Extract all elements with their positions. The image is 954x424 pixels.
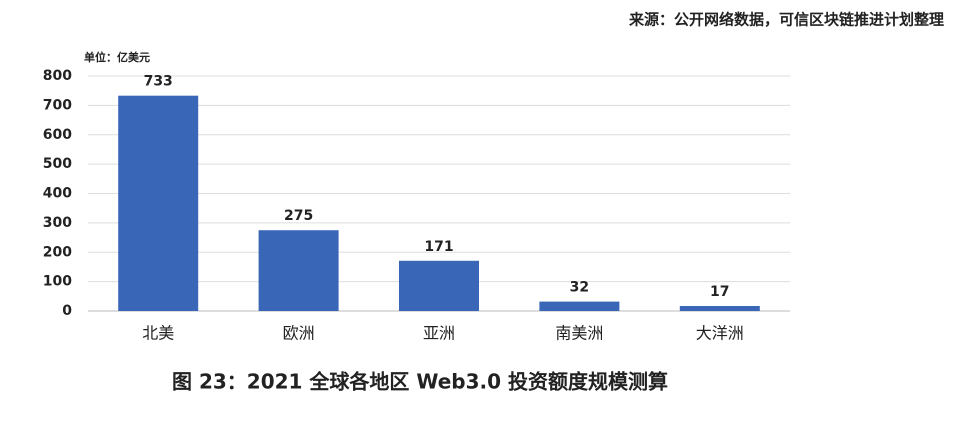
- bar: [118, 95, 199, 312]
- chart-title: 图 23：2021 全球各地区 Web3.0 投资额度规模测算: [172, 370, 668, 394]
- bar: [258, 230, 339, 311]
- y-tick-label: 700: [43, 97, 72, 113]
- y-tick-label: 500: [43, 156, 72, 172]
- value-label: 733: [144, 74, 173, 90]
- value-label: 275: [284, 208, 313, 224]
- value-label: 17: [710, 284, 729, 300]
- y-tick-label: 800: [43, 68, 72, 84]
- source-note: 来源：公开网络数据，可信区块链推进计划整理: [628, 11, 944, 29]
- y-tick-label: 400: [43, 186, 72, 202]
- x-tick-label: 欧洲: [283, 324, 315, 343]
- unit-label: 单位：亿美元: [84, 50, 150, 64]
- y-tick-label: 300: [43, 215, 72, 231]
- value-label: 171: [424, 239, 453, 255]
- y-tick-label: 0: [62, 303, 72, 319]
- y-tick-label: 200: [43, 244, 72, 260]
- x-tick-label: 大洋洲: [696, 324, 744, 343]
- bar: [399, 260, 479, 311]
- y-tick-label: 600: [43, 127, 72, 143]
- bar: [539, 301, 620, 311]
- x-tick-label: 南美洲: [555, 324, 603, 343]
- y-tick-label: 100: [43, 274, 72, 290]
- x-tick-label: 北美: [142, 324, 174, 343]
- value-label: 32: [570, 280, 589, 296]
- bar: [679, 306, 760, 311]
- x-tick-label: 亚洲: [423, 324, 455, 343]
